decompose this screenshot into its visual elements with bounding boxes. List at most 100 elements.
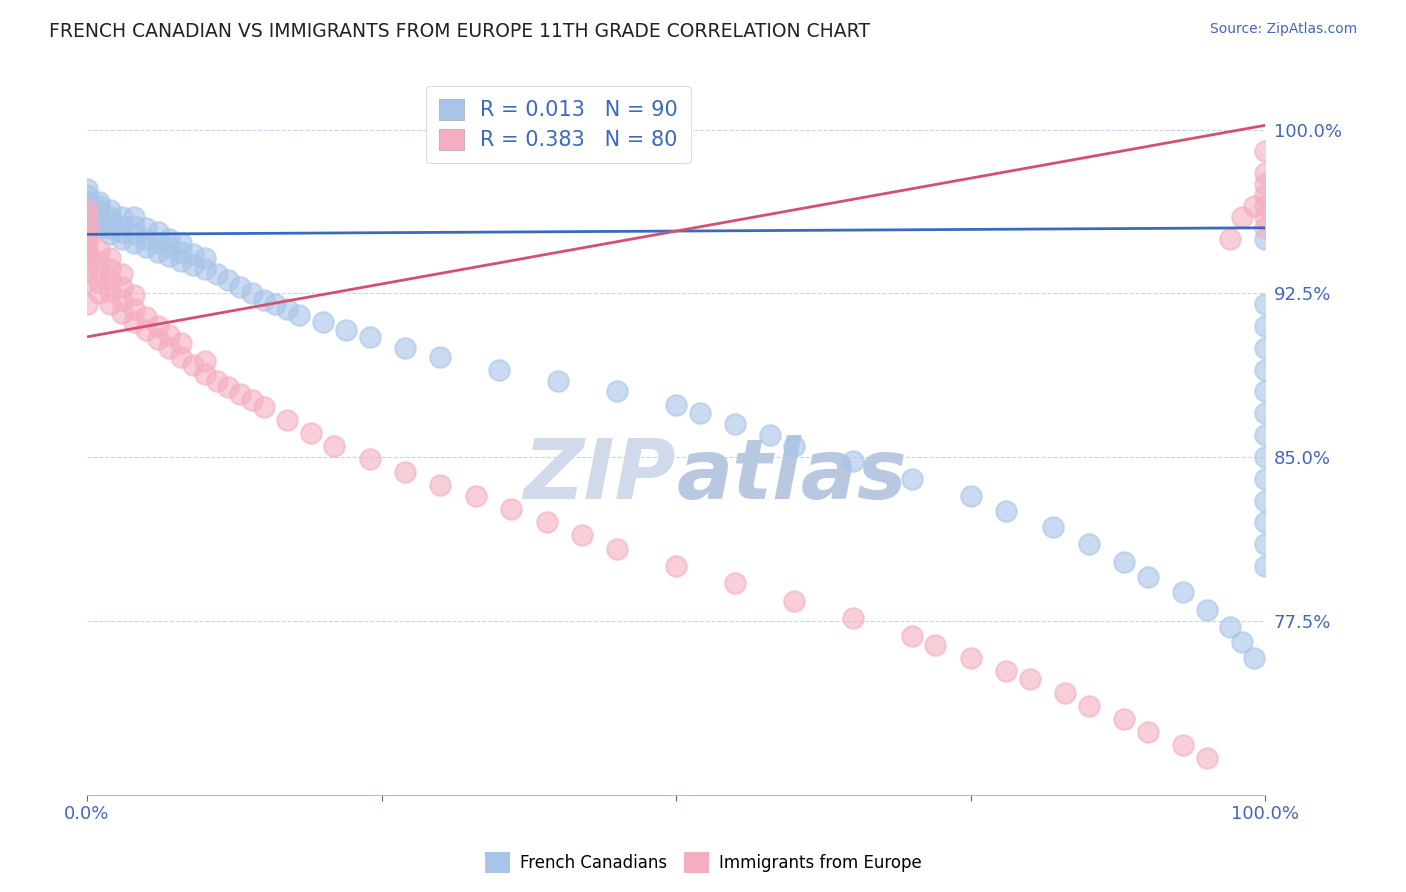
- Point: [217, 380, 239, 394]
- Point: [1254, 406, 1277, 420]
- Point: [724, 417, 747, 432]
- Point: [100, 210, 122, 224]
- Point: [1254, 384, 1277, 399]
- Point: [76, 225, 98, 239]
- Point: [122, 219, 145, 233]
- Point: [87, 276, 110, 290]
- Point: [995, 664, 1018, 678]
- Point: [122, 288, 145, 302]
- Point: [135, 232, 157, 246]
- Point: [111, 225, 134, 239]
- Point: [1254, 472, 1277, 486]
- Point: [1254, 493, 1277, 508]
- Point: [1042, 519, 1064, 533]
- Point: [87, 210, 110, 224]
- Point: [1254, 188, 1277, 202]
- Point: [100, 203, 122, 218]
- Point: [157, 240, 180, 254]
- Point: [76, 203, 98, 218]
- Point: [536, 516, 558, 530]
- Point: [689, 406, 711, 420]
- Point: [1254, 177, 1277, 191]
- Point: [229, 279, 252, 293]
- Point: [1243, 199, 1265, 213]
- Point: [135, 310, 157, 325]
- Point: [87, 243, 110, 257]
- Point: [1219, 232, 1241, 246]
- Point: [359, 330, 381, 344]
- Point: [194, 252, 217, 266]
- Point: [76, 210, 98, 224]
- Text: Source: ZipAtlas.com: Source: ZipAtlas.com: [1209, 22, 1357, 37]
- Point: [359, 452, 381, 467]
- Point: [181, 258, 204, 272]
- Legend: French Canadians, Immigrants from Europe: French Canadians, Immigrants from Europe: [478, 846, 928, 880]
- Point: [194, 262, 217, 277]
- Point: [122, 227, 145, 242]
- Point: [240, 286, 263, 301]
- Point: [1254, 199, 1277, 213]
- Point: [122, 301, 145, 316]
- Point: [1136, 570, 1159, 584]
- Point: [76, 253, 98, 268]
- Point: [146, 244, 169, 259]
- Point: [157, 249, 180, 263]
- Point: [122, 235, 145, 250]
- Point: [100, 284, 122, 298]
- Text: atlas: atlas: [676, 435, 907, 516]
- Point: [842, 611, 865, 625]
- Point: [959, 489, 981, 503]
- Point: [135, 220, 157, 235]
- Point: [146, 225, 169, 239]
- Point: [194, 367, 217, 381]
- Point: [1254, 341, 1277, 355]
- Point: [76, 210, 98, 224]
- Point: [1254, 516, 1277, 530]
- Point: [1136, 724, 1159, 739]
- Point: [1254, 297, 1277, 311]
- Point: [1254, 220, 1277, 235]
- Legend: R = 0.013   N = 90, R = 0.383   N = 80: R = 0.013 N = 90, R = 0.383 N = 80: [426, 87, 690, 163]
- Point: [205, 267, 228, 281]
- Point: [217, 273, 239, 287]
- Point: [146, 318, 169, 333]
- Point: [1230, 210, 1253, 224]
- Point: [146, 332, 169, 346]
- Point: [76, 203, 98, 218]
- Point: [1077, 698, 1099, 713]
- Point: [288, 308, 311, 322]
- Point: [181, 358, 204, 372]
- Point: [311, 315, 333, 329]
- Point: [1254, 428, 1277, 442]
- Point: [76, 232, 98, 246]
- Point: [229, 386, 252, 401]
- Point: [111, 293, 134, 307]
- Point: [1018, 673, 1040, 687]
- Point: [1171, 585, 1194, 599]
- Point: [1230, 635, 1253, 649]
- Point: [76, 247, 98, 261]
- Point: [76, 276, 98, 290]
- Point: [100, 214, 122, 228]
- Point: [87, 203, 110, 218]
- Point: [111, 279, 134, 293]
- Point: [87, 264, 110, 278]
- Point: [394, 465, 416, 479]
- Point: [111, 306, 134, 320]
- Point: [87, 194, 110, 209]
- Point: [100, 262, 122, 277]
- Point: [1077, 537, 1099, 551]
- Point: [100, 273, 122, 287]
- Point: [253, 293, 276, 307]
- Point: [1254, 537, 1277, 551]
- Point: [240, 393, 263, 408]
- Point: [1254, 318, 1277, 333]
- Point: [901, 472, 924, 486]
- Point: [264, 297, 287, 311]
- Point: [1171, 738, 1194, 752]
- Point: [100, 220, 122, 235]
- Point: [429, 350, 451, 364]
- Point: [783, 594, 806, 608]
- Point: [1112, 555, 1135, 569]
- Text: FRENCH CANADIAN VS IMMIGRANTS FROM EUROPE 11TH GRADE CORRELATION CHART: FRENCH CANADIAN VS IMMIGRANTS FROM EUROP…: [49, 22, 870, 41]
